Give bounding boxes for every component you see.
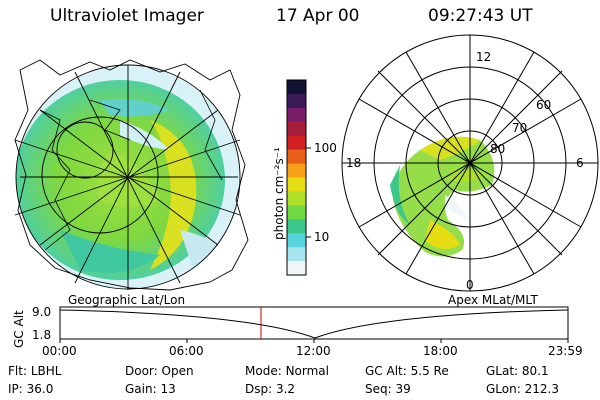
instrument-title: Ultraviolet Imager <box>50 6 204 26</box>
date-label: 17 Apr 00 <box>276 6 360 26</box>
colorbar-segment <box>287 191 306 206</box>
polar-plot <box>341 34 599 292</box>
colorbar-segment <box>287 135 306 151</box>
status-mode: Mode: Normal <box>245 364 329 378</box>
status-dsp: Dsp: 3.2 <box>245 382 296 396</box>
colorbar <box>286 79 307 276</box>
status-gc-alt: GC Alt: 5.5 Re <box>365 364 449 378</box>
colorbar-tick-100: 100 <box>314 141 337 155</box>
altitude-plot <box>59 306 569 343</box>
status-glat: GLat: 80.1 <box>486 364 549 378</box>
colorbar-segment <box>287 233 306 248</box>
colorbar-segment <box>287 163 306 178</box>
polar-grid <box>341 34 599 292</box>
status-seq: Seq: 39 <box>365 382 411 396</box>
geographic-panel-label: Geographic Lat/Lon <box>68 293 186 307</box>
colorbar-segment <box>287 247 306 262</box>
time-tick-2359: 23:59 <box>548 344 583 358</box>
colorbar-segment <box>287 93 306 109</box>
status-filter: Flt: LBHL <box>8 364 62 378</box>
mlt-label-18: 18 <box>346 156 362 170</box>
geo-grid <box>14 64 241 290</box>
time-tick-1200: 12:00 <box>296 344 331 358</box>
mlt-label-12: 12 <box>476 50 492 64</box>
colorbar-segment <box>287 149 306 165</box>
colorbar-segment <box>287 205 306 220</box>
colorbar-frame <box>286 79 307 276</box>
colorbar-segment <box>287 80 306 95</box>
mlt-label-6: 6 <box>576 156 584 170</box>
colorbar-unit-label: photon cm⁻²s⁻¹ <box>272 147 286 240</box>
mlt-label-0: 0 <box>466 278 474 292</box>
apex-panel-label: Apex MLat/MLT <box>448 293 538 307</box>
status-ip: IP: 36.0 <box>8 382 54 396</box>
status-glon: GLon: 212.3 <box>486 382 559 396</box>
time-label: 09:27:43 UT <box>428 6 533 26</box>
altitude-axis-label: GC Alt <box>12 310 26 348</box>
status-gain: Gain: 13 <box>125 382 176 396</box>
colorbar-segment <box>287 177 306 192</box>
colorbar-segment <box>287 219 306 234</box>
mlat-label-80: 80 <box>490 142 506 156</box>
colorbar-tick-10: 10 <box>314 230 330 244</box>
colorbar-segment <box>287 261 306 276</box>
status-door: Door: Open <box>125 364 194 378</box>
mlat-label-60: 60 <box>536 98 552 112</box>
mlat-label-70: 70 <box>512 121 528 135</box>
geographic-map <box>14 59 249 291</box>
colorbar-segment <box>287 107 306 123</box>
altitude-tick-min: 1.8 <box>32 328 52 342</box>
time-tick-1800: 18:00 <box>423 344 458 358</box>
colorbar-segment <box>287 121 306 137</box>
altitude-tick-max: 9.0 <box>32 305 52 319</box>
time-tick-0000: 00:00 <box>42 344 77 358</box>
time-tick-0600: 06:00 <box>169 344 204 358</box>
coastline-outline <box>14 59 249 291</box>
